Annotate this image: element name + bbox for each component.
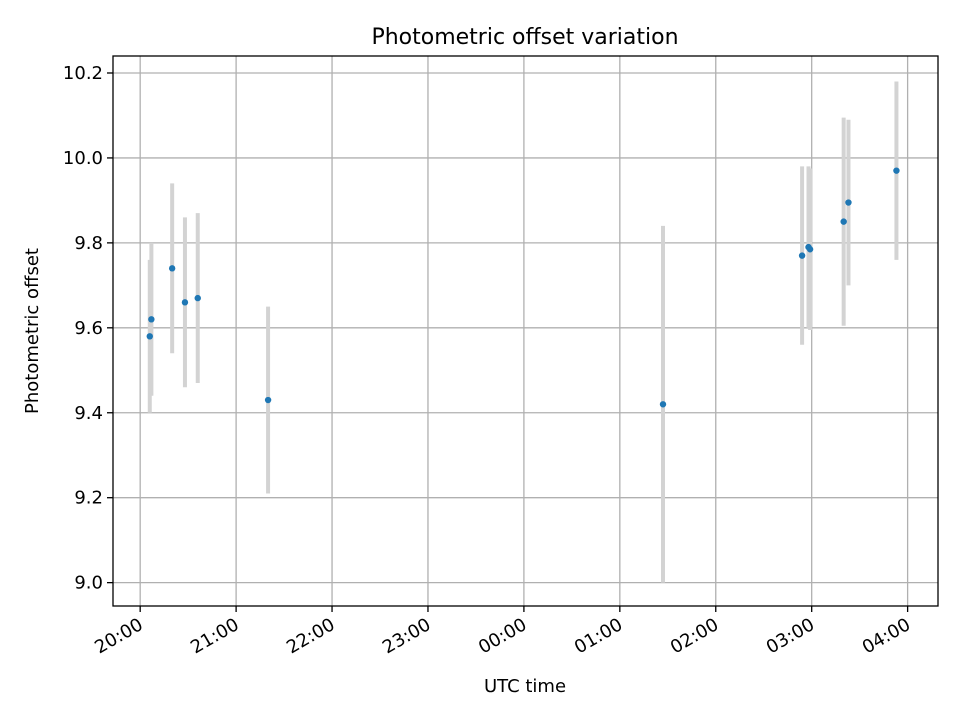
y-tick-label: 9.0 [74,573,103,594]
x-tick-label: 00:00 [475,614,530,658]
plot-frame [112,55,939,607]
x-tick-label: 22:00 [283,614,338,658]
data-point [659,401,667,408]
x-tick-label: 03:00 [763,614,818,658]
y-tick-label: 9.2 [74,488,103,509]
data-point [168,265,176,272]
x-tick-label: 21:00 [187,614,242,658]
y-tick-label: 10.0 [63,148,103,169]
y-tick-label: 9.4 [74,403,103,424]
x-axis-label: UTC time [484,676,566,697]
y-axis-ticks: 9.0 9.2 9.4 9.6 9.8 10.0 10.2 [63,63,113,594]
grid-lines [113,56,938,606]
data-point [806,246,814,253]
x-tick-label: 01:00 [571,614,626,658]
error-bars [147,81,899,583]
y-axis-label: Photometric offset [22,248,43,414]
data-point [893,167,900,174]
y-tick-label: 9.6 [74,318,103,339]
x-tick-label: 04:00 [859,614,914,658]
x-tick-label: 20:00 [91,614,146,658]
y-tick-label: 10.2 [63,63,103,84]
data-point [148,316,155,323]
x-tick-label: 02:00 [667,614,722,658]
x-axis-ticks: 20:00 21:00 22:00 23:00 00:00 01:00 02:00 03:00… [91,606,914,658]
data-points [146,167,900,408]
data-point [264,396,272,404]
x-tick-label: 23:00 [379,614,434,658]
data-point [845,199,852,206]
data-point [798,252,806,259]
data-point [146,333,153,340]
chart-title: Photometric offset variation [371,25,678,50]
data-point [194,294,201,302]
y-tick-label: 9.8 [74,233,103,254]
data-point [840,218,847,225]
data-point [181,299,189,306]
